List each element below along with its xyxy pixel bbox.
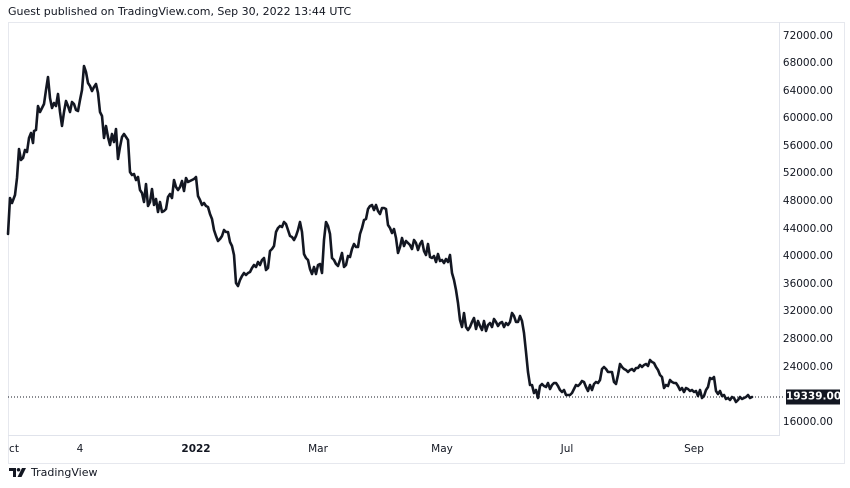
y-tick: 72000.00 xyxy=(782,30,833,42)
last-price-badge: 19339.00 xyxy=(786,389,842,405)
y-tick: 68000.00 xyxy=(782,57,833,69)
y-tick: 28000.00 xyxy=(782,333,833,345)
y-tick: 52000.00 xyxy=(782,167,833,179)
brand-name: TradingView xyxy=(31,466,98,479)
y-tick: 64000.00 xyxy=(782,85,833,97)
x-tick: ct xyxy=(9,443,19,455)
y-tick: 40000.00 xyxy=(782,250,833,262)
x-tick: Mar xyxy=(308,443,328,455)
y-tick: 56000.00 xyxy=(782,140,833,152)
price-line xyxy=(6,64,754,404)
time-axis[interactable]: ct 4 2022 Mar May Jul Sep xyxy=(8,436,780,464)
publish-header: Guest published on TradingView.com, Sep … xyxy=(8,5,352,18)
plot-area[interactable] xyxy=(8,22,780,436)
x-tick: May xyxy=(431,443,453,455)
y-tick: 32000.00 xyxy=(782,305,833,317)
x-tick-year: 2022 xyxy=(181,443,211,455)
y-tick: 24000.00 xyxy=(782,361,833,373)
price-axis[interactable]: 72000.00 68000.00 64000.00 60000.00 5600… xyxy=(780,22,845,464)
tradingview-brand[interactable]: TradingView xyxy=(9,466,97,479)
x-tick: Jul xyxy=(560,443,574,455)
y-tick: 36000.00 xyxy=(782,278,833,290)
y-tick: 44000.00 xyxy=(782,223,833,235)
y-tick: 48000.00 xyxy=(782,195,833,207)
tradingview-logo-icon xyxy=(9,468,26,477)
x-tick: Sep xyxy=(684,443,704,455)
y-tick: 60000.00 xyxy=(782,112,833,124)
y-tick: 16000.00 xyxy=(782,416,833,428)
x-tick: 4 xyxy=(76,443,84,455)
